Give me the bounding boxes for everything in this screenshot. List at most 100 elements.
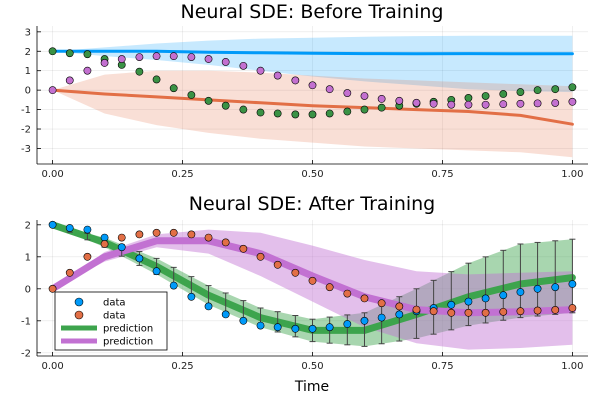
data-point <box>377 299 386 308</box>
data-point <box>308 324 317 333</box>
panel-before-training: Neural SDE: Before Training 0.00 0.25 0.50… <box>21 1 588 180</box>
data-point <box>135 53 144 61</box>
data-point <box>308 110 317 119</box>
data-point <box>308 276 317 285</box>
data-point <box>152 52 161 61</box>
legend-label: data <box>103 311 126 322</box>
data-point <box>516 288 525 296</box>
data-point <box>516 99 525 108</box>
y-tick-label: 1 <box>25 252 31 263</box>
x-tick-label: 0.50 <box>301 361 323 372</box>
data-point <box>464 297 473 306</box>
data-point <box>204 233 213 242</box>
y-tick-label: 2 <box>25 47 31 58</box>
data-point <box>429 307 438 316</box>
data-points <box>48 220 577 333</box>
data-point <box>273 260 282 269</box>
y-tick-label: -1 <box>21 105 31 116</box>
data-point <box>187 91 196 99</box>
legend: data data prediction prediction <box>54 291 168 351</box>
data-point <box>256 108 265 117</box>
data-point <box>568 83 577 92</box>
data-point <box>343 89 352 97</box>
data-point <box>204 96 213 105</box>
data-point <box>481 308 490 317</box>
data-point <box>135 230 144 239</box>
data-point <box>291 76 300 85</box>
y-tick-label: -1 <box>21 316 31 327</box>
x-tick-label: 0.50 <box>301 169 323 180</box>
data-point <box>447 100 456 109</box>
x-tick-label: 0.25 <box>171 361 193 372</box>
series-line <box>51 49 574 56</box>
data-point <box>239 61 248 70</box>
data-point <box>343 289 352 298</box>
data-point <box>464 100 473 109</box>
data-point <box>360 92 369 100</box>
axes: 0.00 0.25 0.50 0.75 1.00 -3 -2 -1 0 1 2 3 <box>21 26 588 180</box>
data-point <box>377 94 386 103</box>
data-point <box>152 267 161 276</box>
data-point <box>204 302 213 311</box>
data-point <box>291 268 300 277</box>
data-point <box>187 292 196 301</box>
chart-title: Neural SDE: Before Training <box>181 1 444 23</box>
x-tick-label: 1.00 <box>561 169 583 180</box>
data-point <box>100 240 109 248</box>
data-point <box>256 66 265 75</box>
data-point <box>204 55 213 63</box>
data-point <box>481 100 490 109</box>
series-lines <box>51 49 574 126</box>
data-point <box>325 109 334 118</box>
data-point <box>48 86 57 95</box>
confidence-bands <box>52 224 573 350</box>
data-point <box>221 310 230 319</box>
data-point <box>516 88 525 96</box>
data-point <box>395 96 404 105</box>
data-point <box>239 316 248 325</box>
y-tick-label: 0 <box>25 284 31 295</box>
y-tick-label: 3 <box>25 27 31 38</box>
x-tick-label: 1.00 <box>561 361 583 372</box>
data-point <box>481 294 490 303</box>
data-point <box>117 55 126 63</box>
x-tick-label: 0.00 <box>41 361 63 372</box>
data-point <box>83 50 92 59</box>
data-point <box>291 324 300 333</box>
data-point <box>551 306 560 314</box>
data-point <box>499 90 508 98</box>
confidence-band <box>52 229 573 350</box>
legend-marker <box>74 297 84 307</box>
data-point <box>533 99 542 108</box>
data-point <box>377 103 386 112</box>
data-point <box>429 99 438 108</box>
x-tick-label: 0.00 <box>41 169 63 180</box>
data-point <box>499 291 508 300</box>
data-point <box>187 53 196 61</box>
y-tick-label: 0 <box>25 86 31 97</box>
data-point <box>48 47 57 56</box>
data-point <box>256 321 265 330</box>
data-point <box>516 307 525 316</box>
data-point <box>325 323 334 332</box>
data-point <box>83 252 92 261</box>
data-point <box>239 105 248 114</box>
data-point <box>291 110 300 119</box>
data-point <box>273 71 282 80</box>
data-point <box>360 105 369 114</box>
data-point <box>447 300 456 309</box>
data-point <box>100 59 109 67</box>
data-point <box>464 308 473 317</box>
data-point <box>551 99 560 107</box>
y-tick-label: -3 <box>21 144 31 155</box>
data-point <box>135 254 144 263</box>
data-point <box>135 67 144 76</box>
data-point <box>360 316 369 325</box>
data-point <box>343 320 352 328</box>
data-point <box>551 283 560 292</box>
data-point <box>533 86 542 95</box>
data-point <box>65 76 74 85</box>
data-point <box>117 243 126 252</box>
legend-label: prediction <box>103 324 153 335</box>
